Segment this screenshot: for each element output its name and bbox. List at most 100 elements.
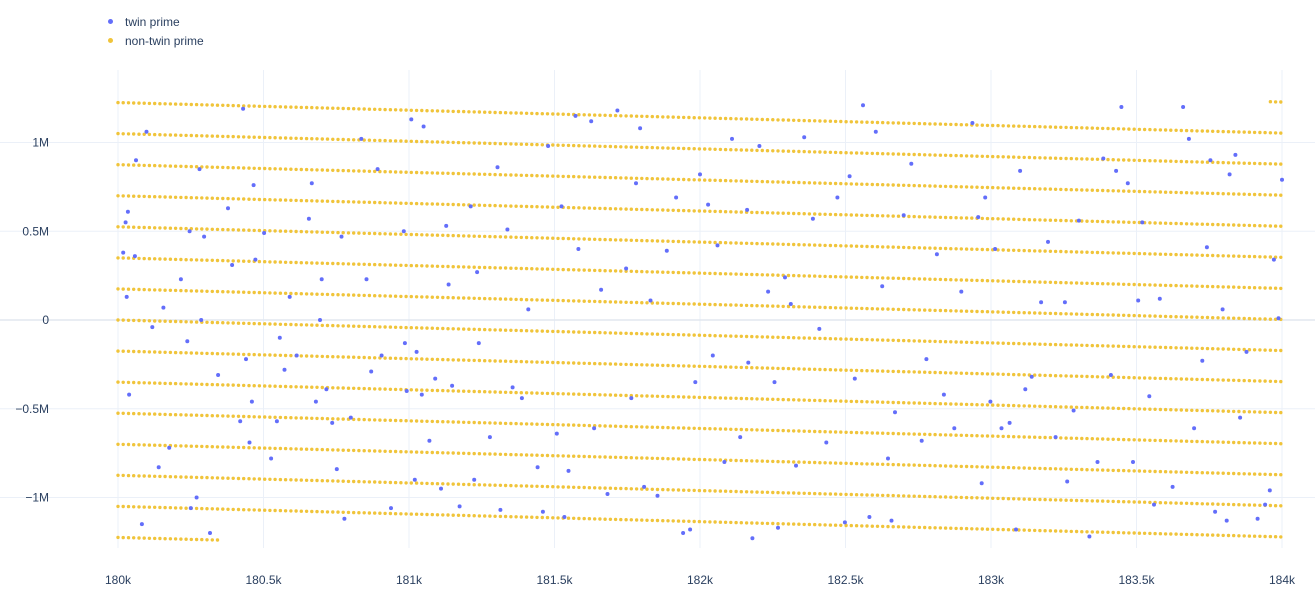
non-twin-prime-point bbox=[828, 212, 833, 217]
non-twin-prime-point bbox=[540, 112, 544, 116]
non-twin-prime-point bbox=[1122, 189, 1126, 193]
non-twin-prime-point bbox=[1006, 310, 1011, 314]
non-twin-prime-point bbox=[818, 429, 822, 434]
non-twin-prime-point bbox=[923, 401, 927, 405]
non-twin-prime-point bbox=[1017, 248, 1021, 253]
non-twin-prime-point bbox=[1095, 188, 1100, 193]
non-twin-prime-point bbox=[781, 522, 785, 526]
non-twin-prime-point bbox=[483, 327, 487, 332]
non-twin-prime-point bbox=[556, 205, 560, 209]
non-twin-prime-point bbox=[923, 370, 927, 374]
non-twin-prime-point bbox=[126, 287, 131, 291]
non-twin-prime-point bbox=[1106, 157, 1110, 162]
twin-prime-point bbox=[519, 396, 524, 401]
non-twin-prime-point bbox=[205, 227, 209, 231]
non-twin-prime-point bbox=[153, 195, 157, 199]
non-twin-prime-point bbox=[917, 246, 922, 250]
non-twin-prime-point bbox=[828, 523, 833, 527]
non-twin-prime-point bbox=[760, 366, 764, 370]
non-twin-prime-point bbox=[970, 216, 974, 220]
non-twin-prime-point bbox=[917, 277, 922, 281]
non-twin-prime-point bbox=[414, 481, 419, 485]
legend-item-twin-prime[interactable]: twin prime bbox=[104, 12, 204, 31]
non-twin-prime-point bbox=[289, 105, 293, 109]
non-twin-prime-point bbox=[1017, 124, 1021, 128]
non-twin-prime-point bbox=[755, 148, 759, 153]
non-twin-prime-point bbox=[1142, 376, 1147, 380]
non-twin-prime-point bbox=[1122, 468, 1126, 473]
non-twin-prime-point bbox=[1137, 376, 1142, 380]
non-twin-prime-point bbox=[283, 384, 288, 389]
non-twin-prime-point bbox=[708, 427, 712, 431]
twin-prime-point bbox=[277, 335, 282, 340]
non-twin-prime-point bbox=[414, 139, 419, 144]
non-twin-prime-point bbox=[1064, 125, 1068, 130]
twin-prime-point bbox=[294, 353, 299, 358]
non-twin-prime-point bbox=[210, 227, 214, 231]
non-twin-prime-point bbox=[844, 120, 848, 124]
non-twin-prime-point bbox=[147, 225, 152, 230]
twin-prime-point bbox=[505, 227, 510, 232]
non-twin-prime-point bbox=[1101, 375, 1105, 379]
non-twin-prime-point bbox=[1053, 342, 1058, 347]
non-twin-prime-point bbox=[1116, 189, 1121, 193]
non-twin-prime-point bbox=[771, 180, 775, 184]
non-twin-prime-point bbox=[341, 106, 345, 111]
non-twin-prime-point bbox=[697, 271, 702, 275]
non-twin-prime-point bbox=[566, 174, 571, 179]
non-twin-prime-point bbox=[975, 527, 979, 531]
non-twin-prime-point bbox=[1190, 439, 1194, 444]
non-twin-prime-point bbox=[980, 403, 984, 407]
non-twin-prime-point bbox=[854, 306, 859, 310]
non-twin-prime-point bbox=[1127, 500, 1131, 504]
non-twin-prime-point bbox=[226, 103, 230, 108]
non-twin-prime-point bbox=[1174, 159, 1178, 164]
non-twin-prime-point bbox=[132, 101, 136, 105]
non-twin-prime-point bbox=[1132, 282, 1136, 287]
non-twin-prime-point bbox=[1153, 314, 1157, 318]
non-twin-prime-point bbox=[1148, 127, 1152, 132]
legend-item-non-twin-prime[interactable]: non-twin prime bbox=[104, 31, 204, 50]
non-twin-prime-point bbox=[556, 143, 560, 147]
non-twin-prime-point bbox=[566, 330, 571, 334]
non-twin-prime-point bbox=[388, 480, 393, 485]
non-twin-prime-point bbox=[640, 238, 644, 243]
non-twin-prime-point bbox=[488, 390, 492, 394]
non-twin-prime-point bbox=[493, 452, 497, 456]
non-twin-prime-point bbox=[923, 432, 927, 436]
non-twin-prime-point bbox=[503, 235, 508, 239]
non-twin-prime-point bbox=[786, 398, 791, 402]
twin-prime-point bbox=[287, 294, 292, 299]
non-twin-prime-point bbox=[173, 444, 178, 448]
non-twin-prime-point bbox=[498, 514, 503, 519]
non-twin-prime-point bbox=[828, 399, 833, 403]
non-twin-prime-point bbox=[1279, 473, 1283, 477]
non-twin-prime-point bbox=[1043, 529, 1047, 533]
non-twin-prime-point bbox=[331, 230, 335, 235]
non-twin-prime-point bbox=[797, 429, 801, 433]
non-twin-prime-point bbox=[388, 139, 393, 143]
non-twin-prime-point bbox=[388, 201, 393, 205]
non-twin-prime-point bbox=[116, 256, 120, 260]
non-twin-prime-point bbox=[1252, 130, 1257, 135]
non-twin-prime-point bbox=[1169, 128, 1173, 132]
non-twin-prime-point bbox=[928, 184, 932, 188]
non-twin-prime-point bbox=[1200, 191, 1205, 195]
twin-prime-point bbox=[599, 287, 604, 292]
non-twin-prime-point bbox=[886, 183, 890, 187]
non-twin-prime-point bbox=[938, 122, 943, 126]
non-twin-prime-point bbox=[336, 199, 340, 204]
non-twin-prime-point bbox=[1048, 342, 1053, 347]
non-twin-prime-point bbox=[483, 296, 487, 301]
non-twin-prime-point bbox=[304, 447, 309, 451]
non-twin-prime-point bbox=[184, 351, 188, 355]
non-twin-prime-point bbox=[1116, 344, 1121, 348]
non-twin-prime-point bbox=[1116, 158, 1121, 162]
non-twin-prime-point bbox=[393, 170, 398, 174]
non-twin-prime-point bbox=[451, 327, 455, 331]
non-twin-prime-point bbox=[189, 258, 193, 262]
non-twin-prime-point bbox=[587, 330, 592, 335]
non-twin-prime-point bbox=[661, 301, 665, 305]
non-twin-prime-point bbox=[1190, 315, 1194, 319]
non-twin-prime-point bbox=[1179, 501, 1184, 505]
